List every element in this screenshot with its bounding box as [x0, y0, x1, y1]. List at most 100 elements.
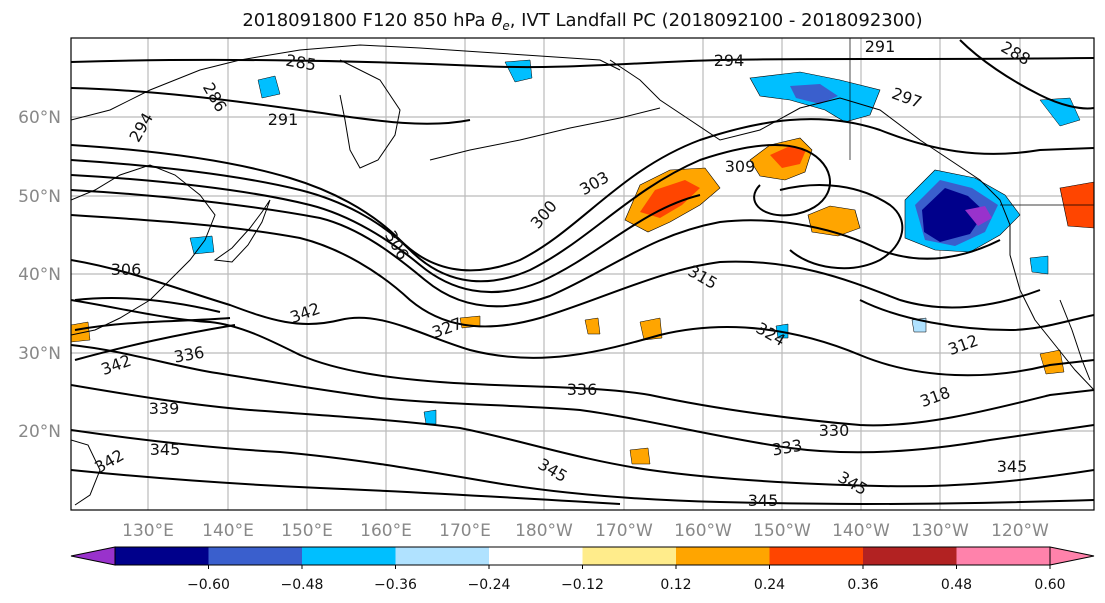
contour-label: 306 [111, 260, 142, 279]
theta-e-contour [71, 299, 1094, 427]
contour-label: 339 [149, 399, 180, 418]
longitude-label: 130°E [122, 521, 174, 541]
theta-e-contour [71, 469, 621, 505]
theta-e-contour [71, 87, 471, 125]
map-frame [70, 37, 1095, 511]
theta-e-contour [71, 344, 1094, 454]
title-prefix: 2018091800 F120 850 hPa [242, 10, 492, 31]
negative-blob-bering [504, 59, 533, 83]
positive-blob-north-core [770, 146, 806, 168]
latitude-labels: 60°N 50°N 40°N 30°N 20°N [18, 108, 61, 442]
negative-blob-bc-core [922, 188, 985, 242]
longitude-label: 170°E [439, 521, 491, 541]
map-title: 2018091800 F120 850 hPa θe, IVT Landfall… [0, 10, 1105, 33]
colorbar-tick-label: 0.12 [660, 577, 691, 593]
coastline-alaska [609, 59, 1094, 391]
coastlines [71, 38, 1094, 506]
colorbar-segment [208, 547, 303, 565]
contour-label: 309 [725, 157, 756, 176]
graticule [71, 38, 1094, 510]
theta-e-contour [959, 39, 1094, 110]
theta-e-contour [71, 118, 1094, 272]
colorbar-tick-label: −0.60 [187, 577, 230, 593]
coastline-kamchatka [339, 59, 401, 169]
colorbar-segment [769, 547, 864, 565]
theta-e-contour [859, 299, 1094, 332]
title-theta-subscript: e [502, 19, 510, 33]
contour-label: 336 [567, 380, 598, 399]
negative-blob-nw-corner [1039, 97, 1081, 127]
theta-e-contour [71, 174, 701, 294]
theta-e-contour [71, 189, 1001, 308]
theta-e-contour [71, 57, 1094, 69]
longitude-label: 130°W [911, 521, 969, 541]
longitude-label: 140°E [202, 521, 254, 541]
longitude-label: 150°E [281, 521, 333, 541]
colorbar-segment [302, 547, 396, 565]
positive-blob-central-core [640, 180, 700, 218]
positive-blob-d [629, 447, 651, 465]
theta-e-contour [71, 429, 1094, 505]
longitude-label: 180°W [515, 521, 573, 541]
contour-label: 345 [150, 440, 181, 459]
contour-label: 345 [748, 491, 779, 510]
colorbar-tick-label: −0.12 [561, 577, 604, 593]
title-suffix: , IVT Landfall PC (2018092100 - 20180923… [509, 10, 923, 31]
colorbar-segment [863, 547, 957, 565]
negative-blob-sw-us [1029, 255, 1049, 275]
colorbar-tick-label: 0.36 [847, 577, 878, 593]
longitude-label: 160°E [360, 521, 412, 541]
ivt-shading [71, 59, 1094, 465]
contour-label: 345 [997, 457, 1028, 476]
latitude-label: 40°N [18, 265, 61, 285]
theta-e-contour [71, 144, 831, 283]
negative-blob-siberia [257, 75, 281, 99]
positive-blob-west-coast [71, 321, 91, 343]
negative-blob-bc-peak [965, 206, 992, 226]
positive-blob-a [639, 317, 663, 341]
longitude-label: 120°W [991, 521, 1049, 541]
colorbar: −0.60 −0.48 −0.36 −0.24 −0.12 0.12 0.24 0.36 0.4… [70, 546, 1095, 593]
longitude-label: 170°W [595, 521, 653, 541]
longitude-labels: 130°E 140°E 150°E 160°E 170°E 180°W 170°W 160°W… [122, 521, 1049, 541]
latitude-label: 30°N [18, 344, 61, 364]
theta-e-contours [71, 39, 1094, 505]
theta-e-contour [71, 259, 1094, 377]
coastline-baja [1059, 299, 1091, 381]
colorbar-segment [956, 547, 1051, 565]
colorbar-segment [582, 547, 677, 565]
colorbar-segment [115, 547, 209, 565]
latitude-label: 20°N [18, 422, 61, 442]
theta-e-contour [71, 384, 1094, 488]
contour-label: 294 [714, 51, 745, 70]
theta-e-contour [74, 297, 236, 361]
longitude-label: 150°W [753, 521, 811, 541]
colorbar-extend-low [70, 546, 116, 566]
colorbar-extend-high [1049, 546, 1095, 566]
theta-e-contour [779, 184, 904, 270]
positive-blob-b [584, 317, 601, 335]
contour-label: 330 [819, 421, 850, 440]
colorbar-tick-label: 0.24 [754, 577, 785, 593]
contour-label: 291 [865, 37, 896, 56]
colorbar-tick-label: −0.24 [468, 577, 511, 593]
colorbar-segment [676, 547, 770, 565]
colorbar-tick-label: −0.48 [281, 577, 324, 593]
longitude-label: 160°W [674, 521, 732, 541]
coastline-aleutians [429, 107, 661, 161]
colorbar-segment [489, 547, 583, 565]
coastline-asia [71, 44, 621, 336]
latitude-label: 60°N [18, 108, 61, 128]
colorbar-tick-label: 0.48 [941, 577, 972, 593]
negative-blob-japan [189, 235, 215, 255]
coastline-philippines [71, 439, 101, 506]
title-theta: θ [491, 10, 503, 31]
colorbar-tick-label: −0.36 [374, 577, 417, 593]
contour-label: 291 [268, 110, 299, 129]
negative-blob-alaska-core [790, 84, 838, 104]
colorbar-segment [395, 547, 490, 565]
longitude-label: 140°W [832, 521, 890, 541]
negative-blob-e [423, 409, 437, 425]
